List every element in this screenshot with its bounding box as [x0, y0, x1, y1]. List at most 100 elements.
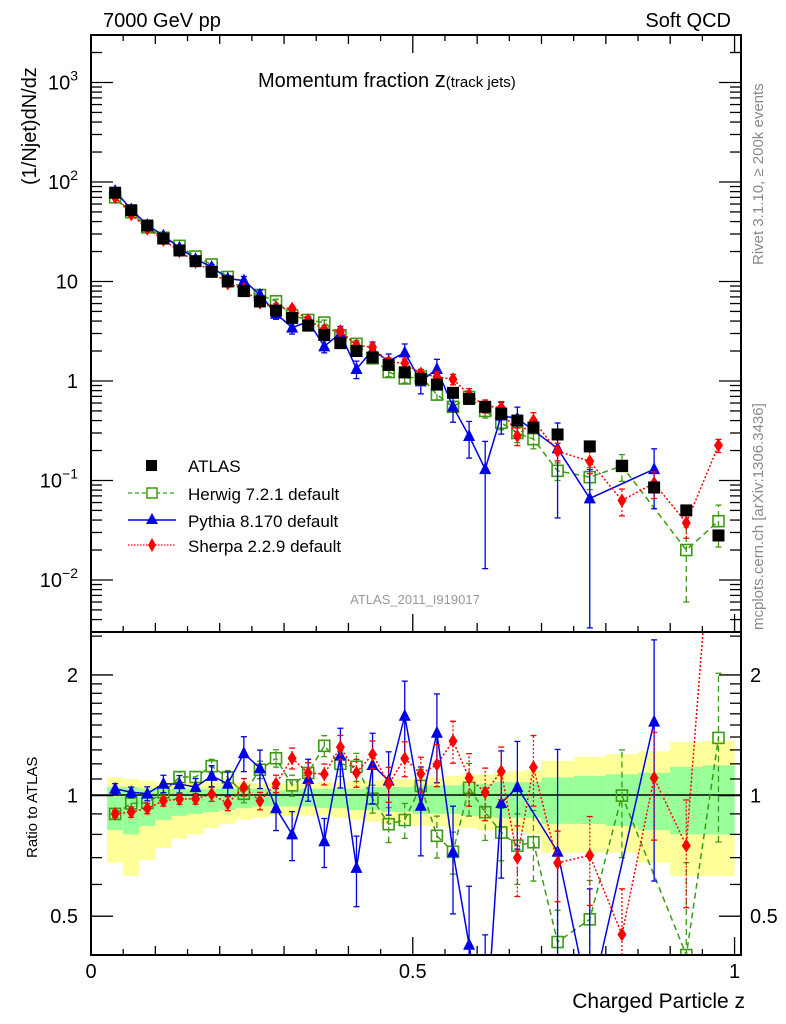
y-tick-label: 102: [48, 167, 78, 194]
herwig-ratio-point: [269, 751, 283, 765]
sherpa-ratio-point: [191, 791, 201, 806]
ratio-y-axis-label: Ratio to ATLAS: [24, 757, 41, 858]
ratio-tick-label-right: 1: [750, 786, 761, 808]
legend-marker-herwig: [146, 487, 158, 499]
band-green: [428, 785, 445, 814]
pythia-point: [286, 320, 299, 333]
atlas-point: [680, 504, 693, 517]
sherpa-ratio-point: [368, 747, 378, 762]
band-green: [444, 785, 462, 814]
herwig-point: [712, 514, 725, 528]
atlas-point: [253, 295, 266, 308]
x-axis-label: Charged Particle z: [572, 990, 745, 1013]
pythia-ratio-point: [157, 776, 170, 789]
ratio-plot-marks: [108, 632, 725, 955]
herwig-ratio-point: [712, 731, 725, 745]
atlas-point: [334, 337, 347, 350]
sherpa-ratio-point: [287, 751, 297, 766]
sherpa-ratio-point: [174, 791, 184, 806]
pythia-point: [350, 361, 363, 374]
y-tick-label: 10: [56, 271, 78, 293]
herwig-ratio-point: [317, 739, 331, 753]
legend-marker-atlas: [146, 460, 157, 471]
sherpa-ratio-point: [207, 787, 217, 802]
sherpa-point: [335, 324, 345, 339]
pythia-line: [114, 190, 655, 500]
atlas-point: [237, 285, 250, 298]
pythia-ratio-point: [253, 761, 266, 774]
atlas-point: [318, 328, 331, 341]
sherpa-ratio-point: [351, 765, 361, 780]
pythia-ratio-point: [495, 796, 508, 809]
pythia-point: [318, 339, 331, 352]
pythia-ratio-point: [173, 777, 186, 790]
pythia-ratio-point: [318, 834, 331, 847]
rivet-version-label: Rivet 3.1.10, ≥ 200k events: [750, 83, 767, 265]
legend-label-atlas: ATLAS: [188, 457, 241, 476]
legend-item-pythia: Pythia 8.170 default: [128, 512, 339, 531]
sherpa-point: [553, 444, 563, 459]
pythia-point: [583, 491, 596, 504]
sherpa-ratio-point: [553, 855, 563, 870]
sherpa-ratio-point: [126, 805, 136, 820]
sherpa-ratio-point: [271, 776, 281, 791]
pythia-ratio-point: [141, 786, 154, 799]
pythia-ratio-point: [463, 937, 476, 950]
sherpa-ratio-point: [335, 740, 345, 755]
legend-item-atlas: ATLAS: [146, 457, 241, 476]
atlas-point: [511, 414, 524, 427]
mcplots-reference-label: mcplots.cern.ch [arXiv:1306.3436]: [750, 403, 767, 630]
legend-marker-sherpa: [148, 538, 156, 552]
pythia-ratio-point: [414, 798, 427, 811]
atlas-point: [141, 219, 154, 232]
sherpa-point: [617, 493, 627, 508]
sherpa-ratio-point: [416, 766, 426, 781]
pythia-ratio-point: [189, 780, 202, 793]
sherpa-ratio-point: [303, 765, 313, 780]
pythia-point: [237, 273, 250, 286]
ratio-plot-frame: [90, 631, 742, 956]
legend-label-pythia: Pythia 8.170 default: [188, 512, 339, 531]
atlas-point: [221, 275, 234, 288]
atlas-point: [430, 378, 443, 391]
sherpa-ratio-point: [384, 776, 394, 791]
atlas-point: [712, 529, 725, 542]
atlas-point: [583, 440, 596, 453]
sherpa-ratio-point: [464, 771, 474, 786]
sherpa-point: [713, 438, 723, 453]
atlas-point: [286, 311, 299, 324]
main-plot-marks: [108, 184, 725, 629]
sherpa-ratio-point: [681, 838, 691, 853]
herwig-ratio-point: [478, 805, 492, 819]
legend-label-sherpa: Sherpa 2.2.9 default: [188, 537, 341, 556]
sherpa-ratio-point: [496, 764, 506, 779]
pythia-ratio-point: [237, 746, 250, 759]
pythia-point: [430, 361, 443, 374]
legend-marker-pythia: [146, 513, 158, 524]
sherpa-ratio-point: [585, 848, 595, 863]
sherpa-point: [512, 428, 522, 443]
atlas-point: [615, 459, 628, 472]
herwig-ratio-point: [615, 789, 629, 802]
sherpa-ratio-point: [400, 751, 410, 766]
pythia-point: [447, 399, 460, 412]
sherpa-ratio-point: [432, 757, 442, 772]
band-green: [348, 788, 365, 811]
pythia-ratio-point: [205, 768, 218, 781]
pythia-ratio-point: [221, 776, 234, 789]
pythia-ratio-point: [125, 785, 138, 798]
atlas-point: [125, 204, 138, 217]
pythia-ratio-point: [398, 708, 411, 721]
x-tick-label: 1: [729, 961, 740, 983]
sherpa-ratio-point: [512, 850, 522, 865]
analysis-id-label: ATLAS_2011_I919017: [350, 592, 480, 607]
legend-item-herwig: Herwig 7.2.1 default: [128, 485, 339, 504]
pythia-ratio-point: [648, 714, 661, 727]
y-axis-label: (1/Njet)dN/dz: [19, 67, 41, 185]
herwig-point: [527, 432, 540, 446]
atlas-point: [479, 400, 492, 413]
y-tick-label: 10−2: [40, 565, 78, 592]
sherpa-point: [585, 454, 595, 469]
y-tick-label: 1: [67, 371, 78, 393]
